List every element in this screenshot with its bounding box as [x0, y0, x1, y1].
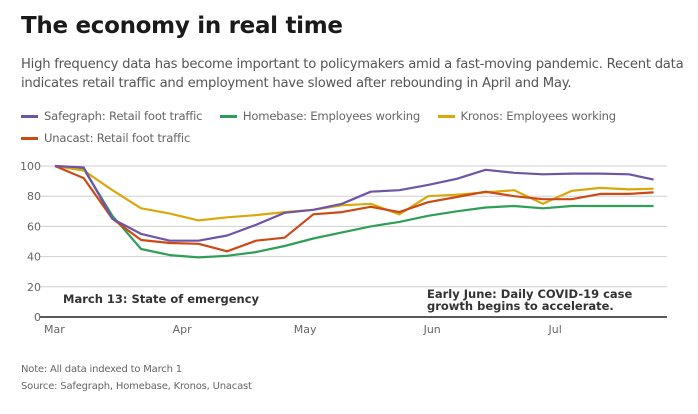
- series-line-unacast: [54, 164, 654, 253]
- annotation-early-june-line1: Early June: Daily COVID-19 case: [427, 287, 633, 301]
- gridlines: [40, 165, 667, 318]
- y-axis-labels: 0 20 40 60 80 100: [20, 160, 41, 324]
- legend-swatch-homebase: [219, 114, 237, 118]
- legend-label-unacast: Unacast: Retail foot traffic: [44, 131, 191, 145]
- x-tick-label: Apr: [173, 323, 193, 336]
- annotation-early-june-line2: growth begins to accelerate.: [427, 299, 614, 313]
- x-tick-label: May: [294, 323, 317, 336]
- y-tick-label: 100: [20, 160, 41, 173]
- series-line-safegraph: [54, 164, 654, 242]
- legend-item-homebase: Homebase: Employees working: [219, 106, 421, 126]
- x-tick-label: Jun: [423, 323, 441, 336]
- footnote: Note: All data indexed to March 1: [21, 364, 182, 375]
- source-note: Source: Safegraph, Homebase, Kronos, Una…: [21, 381, 252, 392]
- legend-label-homebase: Homebase: Employees working: [242, 109, 421, 123]
- series-lines: [54, 164, 654, 259]
- y-tick-label: 40: [27, 251, 41, 264]
- legend-item-safegraph: Safegraph: Retail foot traffic: [21, 106, 203, 126]
- legend: Safegraph: Retail foot traffic Homebase:…: [21, 106, 681, 148]
- series-line-homebase: [54, 164, 654, 259]
- legend-item-kronos: Kronos: Employees working: [437, 106, 617, 126]
- legend-label-safegraph: Safegraph: Retail foot traffic: [44, 109, 203, 123]
- legend-swatch-unacast: [21, 136, 38, 140]
- y-tick-label: 0: [34, 311, 41, 324]
- x-axis-labels: Mar Apr May Jun Jul: [44, 323, 562, 336]
- x-tick-label: Mar: [44, 323, 65, 336]
- chart-title: The economy in real time: [21, 13, 343, 39]
- chart-subtitle: High frequency data has become important…: [21, 57, 684, 91]
- y-tick-label: 20: [27, 281, 41, 294]
- legend-item-unacast: Unacast: Retail foot traffic: [21, 128, 190, 148]
- y-tick-label: 60: [27, 220, 41, 233]
- y-tick-label: 80: [27, 190, 41, 203]
- annotation-state-of-emergency: March 13: State of emergency: [63, 292, 260, 306]
- legend-label-kronos: Kronos: Employees working: [460, 109, 617, 123]
- legend-swatch-kronos: [437, 114, 455, 118]
- legend-swatch-safegraph: [21, 114, 38, 118]
- annotations: March 13: State of emergency Early June:…: [63, 287, 633, 313]
- series-line-kronos: [54, 164, 654, 222]
- x-tick-label: Jul: [548, 323, 562, 336]
- line-chart: 0 20 40 60 80 100 Mar Apr May Jun Jul March 13: S…: [20, 160, 667, 336]
